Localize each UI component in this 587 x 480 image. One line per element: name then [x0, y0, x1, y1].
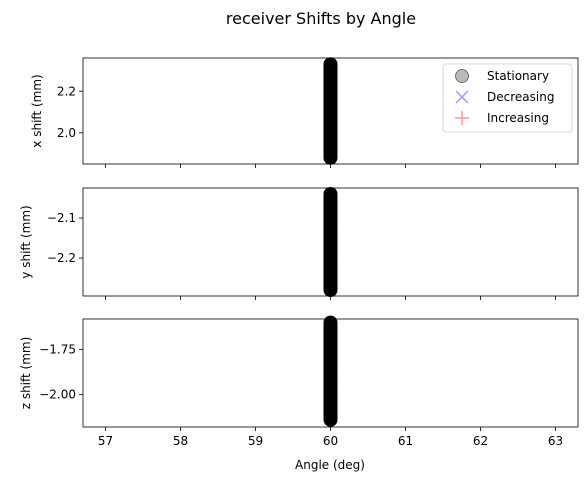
x-axis-label: Angle (deg): [295, 458, 365, 472]
x-tick-label: 60: [323, 434, 338, 448]
y-tick-label: 2.0: [57, 126, 76, 140]
y-tick-label: −2.2: [47, 251, 76, 265]
y-tick-label: −1.75: [39, 343, 76, 357]
x-tick-label: 61: [398, 434, 413, 448]
y-tick-label: −2.00: [39, 388, 76, 402]
y-tick-label: 2.2: [57, 84, 76, 98]
chart-title: receiver Shifts by Angle: [226, 9, 416, 28]
y-axis-label: y shift (mm): [19, 205, 33, 278]
legend-label: Stationary: [487, 69, 549, 83]
y-axis-label: z shift (mm): [19, 337, 33, 410]
data-point: [323, 57, 338, 72]
legend-box: [442, 63, 573, 133]
x-tick-label: 62: [473, 434, 488, 448]
panel-2: −2.1 −2.2 y shift (mm): [19, 187, 579, 300]
data-point: [323, 315, 338, 330]
x-tick-label: 58: [173, 434, 188, 448]
legend-marker-plus: [455, 111, 469, 125]
legend-label: Increasing: [487, 111, 549, 125]
x-tick-label: 57: [98, 434, 113, 448]
legend: Stationary Decreasing Increasing: [442, 63, 573, 133]
panel-3: −1.75 −2.00 z shift (mm) 57 58 59 60 61 62 63: [19, 315, 579, 448]
x-tick-label: 59: [248, 434, 263, 448]
data-point: [323, 187, 338, 201]
x-tick-label: 63: [548, 434, 563, 448]
legend-marker-x: [455, 90, 469, 104]
panel-1: 2.0 2.2 x shift (mm) Stationary Decreasing In…: [30, 57, 579, 168]
legend-label: Decreasing: [487, 90, 554, 104]
y-axis-label: x shift (mm): [30, 74, 44, 147]
y-tick-label: −2.1: [47, 211, 76, 225]
legend-marker-circle: [455, 69, 469, 83]
